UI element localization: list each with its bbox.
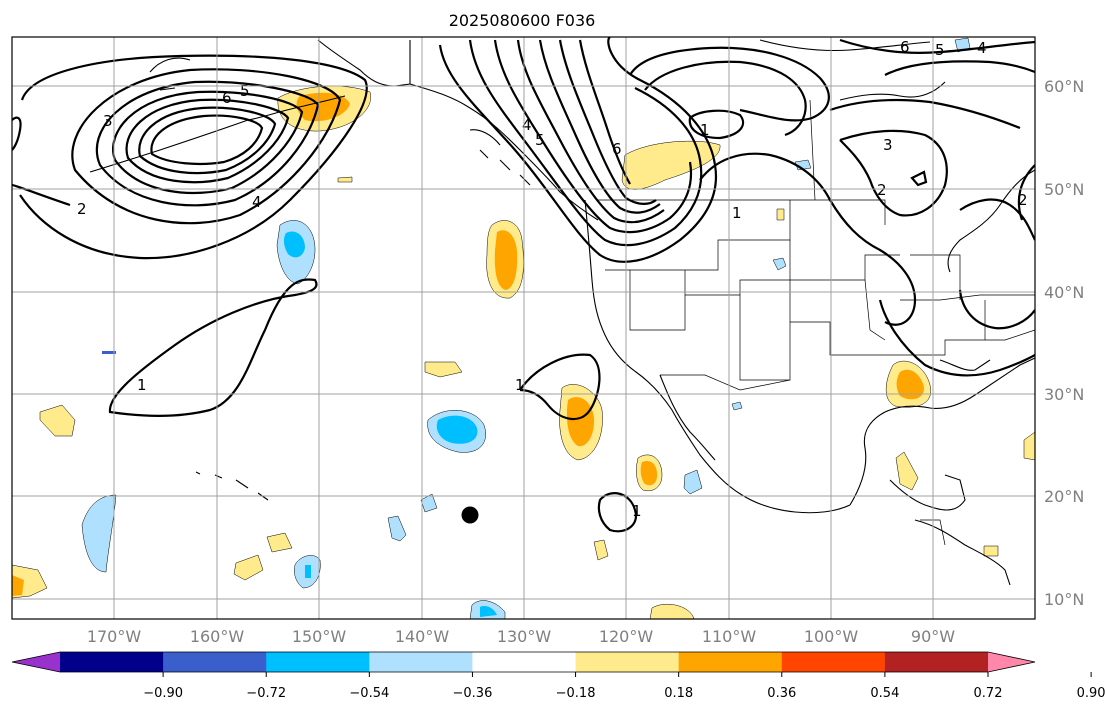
lat-label: 60°N [1044, 77, 1084, 96]
colorbar-segment [163, 652, 267, 672]
graticule [12, 37, 1035, 619]
negative-anomaly-region [81, 494, 117, 573]
positive-anomaly-region [895, 451, 919, 491]
political-borders [409, 40, 1035, 546]
contour-label: 6 [222, 89, 232, 107]
contour-label: 1 [137, 376, 147, 394]
positive-anomaly-core [12, 575, 24, 596]
colorbar-tick-label: 0.72 [974, 686, 1003, 701]
anomaly-shading [12, 37, 1035, 619]
contour-label: 6 [900, 38, 910, 56]
colorbar-tick-label: 0.54 [870, 686, 899, 701]
lon-label: 130°W [497, 627, 552, 646]
contour-label: 2 [77, 200, 87, 218]
colorbar-extension-low [12, 652, 60, 672]
contour-label: 3 [103, 112, 113, 130]
station-dot [461, 506, 479, 524]
colorbar-segment [60, 652, 164, 672]
colorbar-tick-label: 0.36 [767, 686, 796, 701]
colorbar-segment [472, 652, 577, 672]
negative-anomaly-core [480, 605, 497, 617]
lon-label: 170°W [87, 627, 142, 646]
colorbar-outline [11, 651, 1036, 673]
lon-label: 150°W [292, 627, 347, 646]
lon-label: 100°W [804, 627, 859, 646]
negative-anomaly-region [102, 351, 116, 354]
contour-label: 1 [732, 204, 742, 222]
negative-anomaly-core [283, 231, 305, 258]
positive-anomaly-core [896, 369, 924, 400]
contour-label: 5 [240, 82, 250, 100]
lat-label: 30°N [1044, 385, 1084, 404]
lon-label: 120°W [599, 627, 654, 646]
contour-label: 2 [1018, 191, 1028, 209]
lat-label: 20°N [1044, 487, 1084, 506]
contour-label: 6 [612, 140, 622, 158]
latitude-labels: 60°N 50°N 40°N 30°N 20°N 10°N [1044, 77, 1084, 609]
lat-label: 50°N [1044, 180, 1084, 199]
lon-label: 160°W [190, 627, 245, 646]
colorbar-tick-label: −0.72 [246, 686, 286, 701]
contour-label: 5 [935, 41, 945, 59]
contour-label: 3 [883, 136, 893, 154]
positive-anomaly-core [566, 397, 595, 447]
positive-anomaly-core [494, 230, 518, 290]
contour-label: 1 [515, 376, 525, 394]
positive-anomaly-core [640, 460, 658, 486]
positive-anomaly-region [39, 404, 76, 437]
colorbar: −0.90 −0.72 −0.54 −0.36 −0.18 0.18 0.36 0.54 0.7… [11, 651, 1105, 701]
negative-anomaly-region [772, 257, 787, 271]
lat-label: 10°N [1044, 590, 1084, 609]
contour-label: 4 [977, 39, 987, 57]
colorbar-segment [781, 652, 886, 672]
positive-anomaly-region [424, 361, 463, 378]
contour-label: 4 [252, 193, 262, 211]
coastlines [89, 39, 1035, 586]
positive-anomaly-region [593, 539, 609, 561]
colorbar-segment [884, 652, 989, 672]
contour-labels: 6 5 4 3 2 1 6 5 4 1 6 5 4 3 2 1 2 1 1 [77, 38, 1028, 520]
lon-label: 90°W [911, 627, 955, 646]
map-frame [11, 36, 1036, 620]
positive-anomaly-region [983, 545, 999, 557]
contour-label: 2 [877, 181, 887, 199]
positive-anomaly-region [1023, 431, 1035, 461]
colorbar-segment [266, 652, 370, 672]
positive-anomaly-region [266, 532, 293, 553]
map-title: 2025080600 F036 [449, 11, 596, 30]
colorbar-tick-label: −0.36 [453, 686, 493, 701]
positive-anomaly-region [649, 604, 695, 619]
lon-label: 140°W [395, 627, 450, 646]
colorbar-segment [369, 652, 473, 672]
longitude-labels: 170°W 160°W 150°W 140°W 130°W 120°W 110°… [87, 627, 955, 646]
colorbar-tick-label: 0.90 [1077, 686, 1105, 701]
colorbar-segment [678, 652, 783, 672]
positive-anomaly-region [776, 208, 785, 221]
positive-anomaly-region [337, 176, 353, 183]
negative-anomaly-region [387, 515, 407, 542]
colorbar-tick-label: −0.54 [349, 686, 389, 701]
colorbar-segment [575, 652, 680, 672]
colorbar-tick-label: −0.90 [143, 686, 183, 701]
colorbar-extension-high [988, 652, 1035, 672]
negative-anomaly-core [436, 415, 478, 444]
lon-label: 110°W [702, 627, 757, 646]
negative-anomaly-region [731, 401, 743, 411]
positive-anomaly-region [233, 554, 264, 581]
colorbar-tick-label: −0.18 [556, 686, 596, 701]
height-contours [12, 37, 1035, 533]
negative-anomaly-core [305, 565, 311, 578]
negative-anomaly-region [683, 469, 703, 495]
colorbar-tick-label: 0.18 [664, 686, 693, 701]
contour-label: 1 [700, 121, 710, 139]
map-area: 6 5 4 3 2 1 6 5 4 1 6 5 4 3 2 1 2 1 1 [12, 37, 1035, 619]
contour-label: 1 [632, 502, 642, 520]
contour-label: 4 [522, 116, 532, 134]
lat-label: 40°N [1044, 283, 1084, 302]
contour-label: 5 [535, 131, 545, 149]
